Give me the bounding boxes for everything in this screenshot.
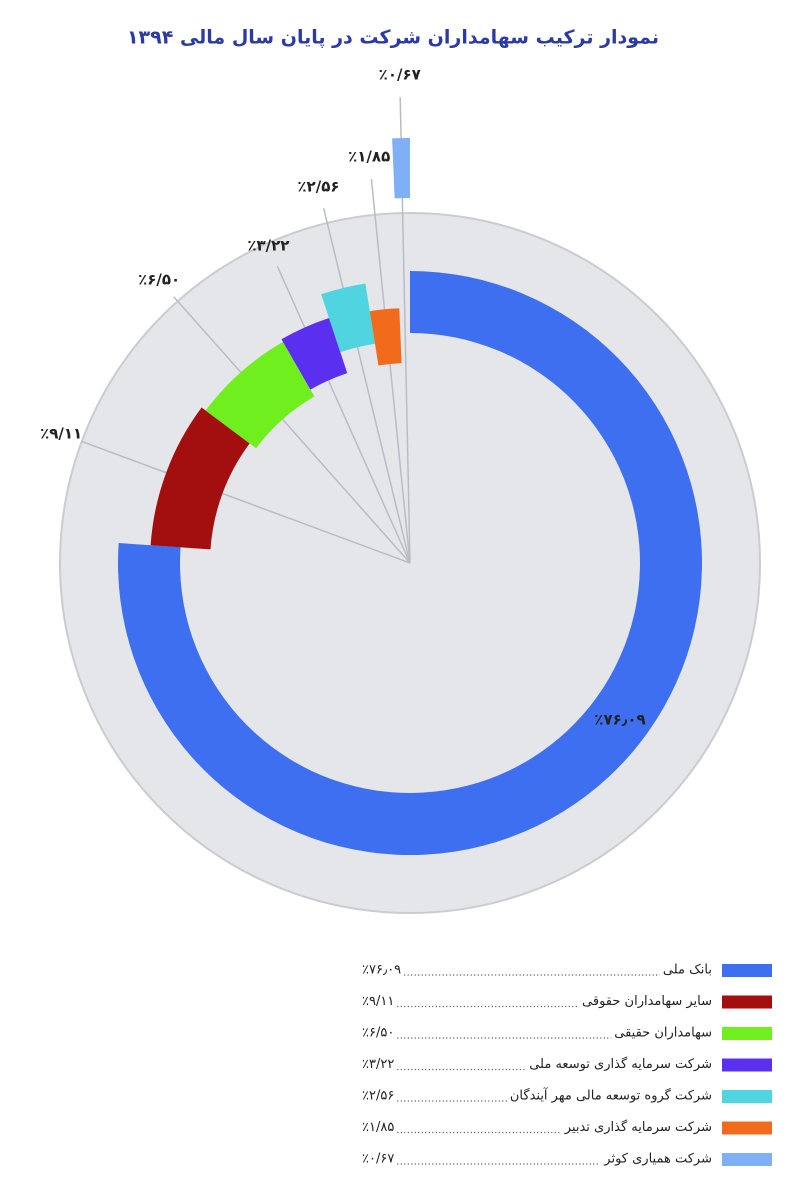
legend-value: ٪۶/۵۰ xyxy=(362,1026,394,1041)
pie-segment xyxy=(205,341,315,449)
leader-line xyxy=(276,265,411,564)
leader-line xyxy=(322,208,411,564)
legend-label: شرکت همیاری کوثر xyxy=(603,1152,712,1167)
legend-value: ٪۱/۸۵ xyxy=(362,1120,394,1135)
legend-label: شرکت سرمایه گذاری تدبیر xyxy=(564,1119,712,1135)
legend-swatch xyxy=(722,1121,772,1135)
legend-value: ٪۰/۶۷ xyxy=(362,1152,394,1167)
pie-segment xyxy=(150,407,250,550)
value-label: ٪۱/۸۵ xyxy=(348,148,390,166)
value-label: ٪۷۶٫۰۹ xyxy=(594,711,645,729)
value-label: ٪۰/۶۷ xyxy=(379,66,421,84)
legend-value: ٪۲/۵۶ xyxy=(362,1089,394,1104)
legend-label: شرکت گروه توسعه مالی مهر آیندگان xyxy=(510,1087,712,1104)
leader-line xyxy=(173,296,411,564)
legend-swatch xyxy=(722,1090,772,1103)
legend-label: سهامداران حقیقی xyxy=(614,1026,712,1041)
pie-segment xyxy=(369,308,402,366)
legend-swatch xyxy=(722,964,772,977)
legend-swatch xyxy=(722,1027,772,1040)
legend-swatch xyxy=(722,1153,772,1166)
legend-swatch xyxy=(722,995,772,1009)
leader-line xyxy=(370,178,411,564)
legend-label: شرکت سرمایه گذاری توسعه ملی xyxy=(529,1056,712,1072)
value-label: ٪۶/۵۰ xyxy=(138,271,180,289)
legend-value: ٪۷۶٫۰۹ xyxy=(362,963,401,978)
pie-segment xyxy=(392,138,410,199)
legend-label: بانک ملی xyxy=(663,963,712,978)
legend-swatch xyxy=(722,1058,772,1072)
value-label: ٪۳/۲۲ xyxy=(247,237,289,255)
value-label: ٪۹/۱۱ xyxy=(40,424,82,442)
legend-label: سایر سهامداران حقوقی xyxy=(582,994,712,1009)
legend-value: ٪۳/۲۲ xyxy=(362,1057,394,1072)
pie-segment xyxy=(321,283,375,353)
chart-title: نمودار ترکیب سهامداران شرکت در پایان سال… xyxy=(127,27,659,49)
pie-segment xyxy=(281,318,348,390)
legend-value: ٪۹/۱۱ xyxy=(362,994,394,1009)
value-label: ٪۲/۵۶ xyxy=(297,177,339,195)
leader-line xyxy=(81,440,411,564)
